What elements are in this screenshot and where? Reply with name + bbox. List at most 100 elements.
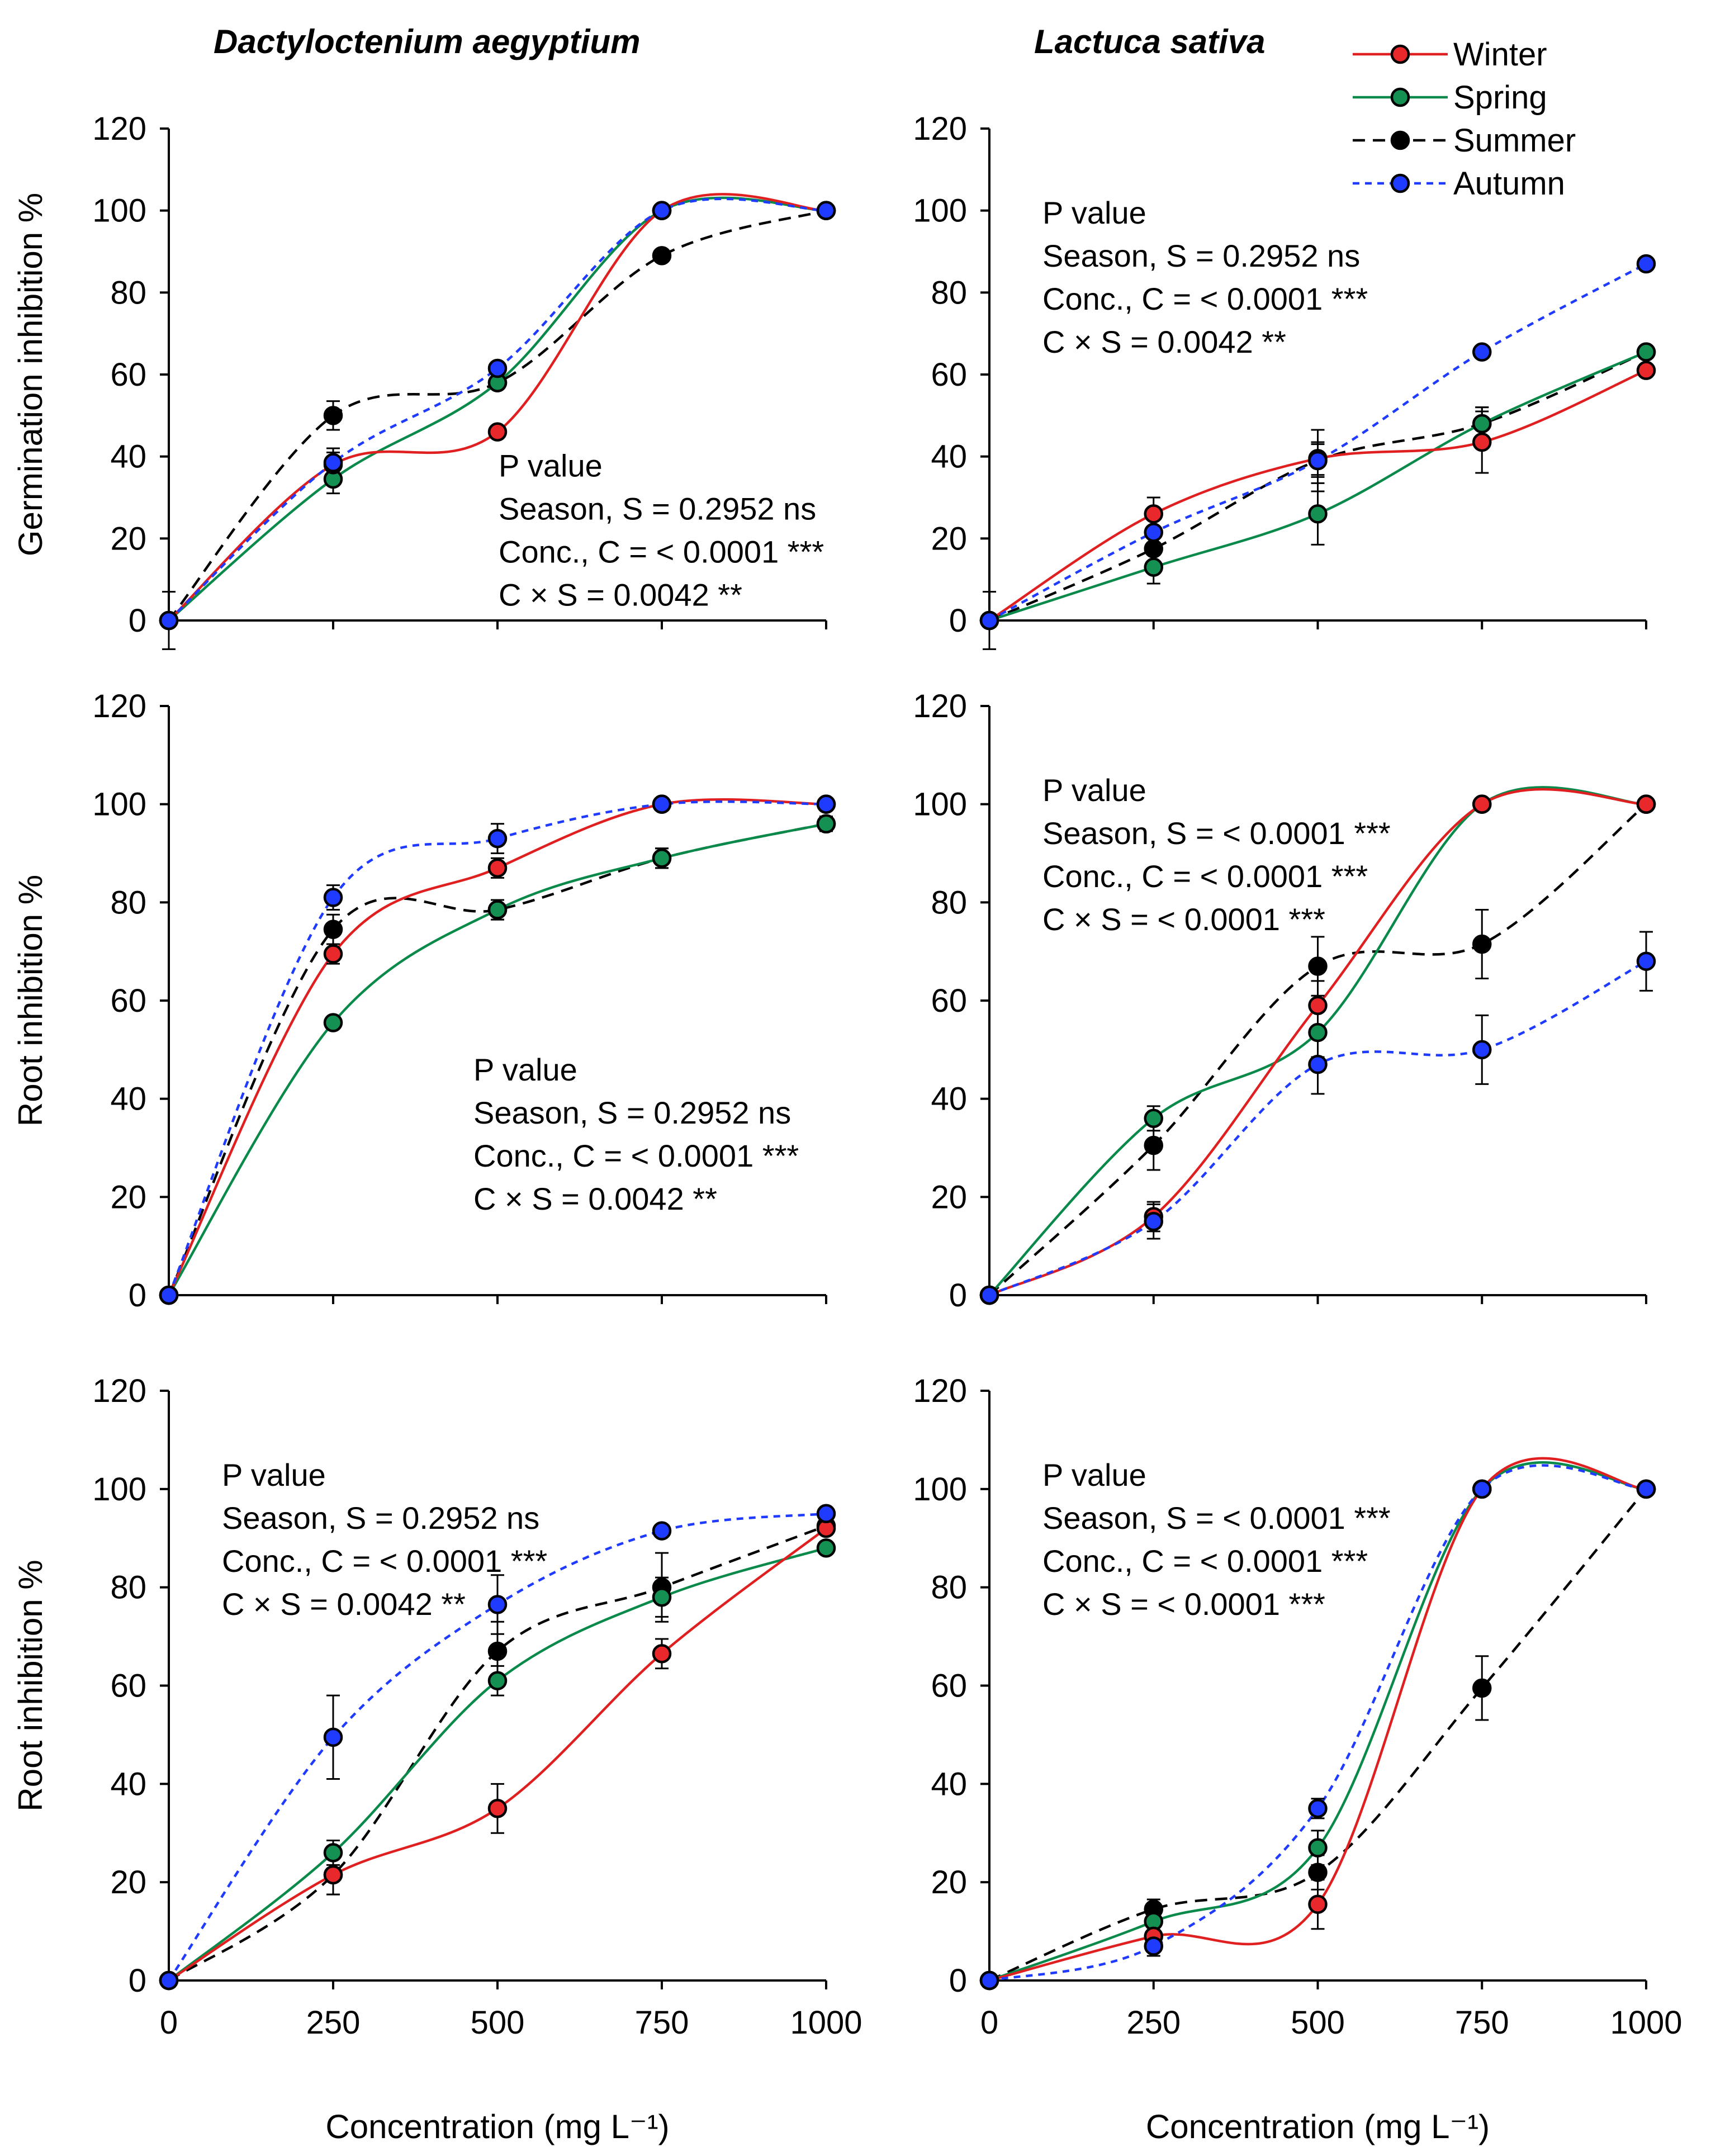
data-point-summer (323, 406, 343, 425)
data-point-spring (1308, 504, 1328, 524)
legend-label: Autumn (1453, 165, 1565, 202)
stats-heading: P value (1042, 1457, 1146, 1492)
data-point-summer (1308, 1863, 1328, 1882)
stats-line: C × S = 0.0042 ** (499, 577, 742, 613)
y-tick-label: 60 (931, 1668, 967, 1704)
data-point-autumn (1308, 1054, 1328, 1074)
y-tick-label: 40 (110, 1766, 146, 1802)
data-point-autumn (1472, 1479, 1492, 1499)
data-point-spring (487, 900, 508, 920)
y-tick-label: 40 (931, 1766, 967, 1802)
data-point-spring (1308, 1022, 1328, 1043)
stats-heading: P value (473, 1052, 577, 1087)
stats-line: Conc., C = < 0.0001 *** (1042, 1543, 1368, 1579)
data-point-winter (1636, 361, 1656, 380)
y-tick-label: 100 (913, 1471, 967, 1508)
data-point-spring (1472, 414, 1492, 434)
x-tick-label: 500 (1291, 2005, 1345, 2041)
stats-line: C × S = 0.0042 ** (222, 1586, 466, 1622)
stats-line: C × S = 0.0042 ** (1042, 324, 1286, 359)
y-tick-label: 20 (931, 1864, 967, 1901)
legend-label: Summer (1453, 122, 1576, 159)
x-axis-title: Concentration (mg L⁻¹) (1146, 2108, 1490, 2145)
data-point-autumn (652, 201, 672, 220)
series-line-summer (988, 803, 1647, 1296)
data-point-winter (487, 1799, 508, 1818)
data-point-spring (816, 1538, 836, 1558)
data-point-winter (1472, 794, 1492, 814)
y-tick-label: 20 (110, 520, 146, 557)
data-point-spring (652, 849, 672, 868)
data-point-summer (1144, 1135, 1163, 1155)
y-tick-label: 80 (110, 884, 146, 921)
data-point-autumn (159, 1285, 179, 1305)
stats-line: Season, S = < 0.0001 *** (1042, 816, 1391, 851)
series-line-spring (989, 1461, 1647, 1982)
stats-line: Conc., C = < 0.0001 *** (473, 1138, 799, 1173)
y-tick-label: 20 (931, 1179, 967, 1215)
x-tick-label: 750 (635, 2005, 689, 2041)
data-point-autumn (487, 1595, 508, 1614)
series-line-spring (168, 1547, 827, 1982)
legend-label: Winter (1453, 36, 1547, 73)
y-tick-label: 120 (92, 688, 146, 724)
y-tick-label: 0 (129, 1963, 146, 1999)
series-line-autumn (988, 263, 1647, 622)
data-point-spring (487, 1671, 508, 1690)
data-point-autumn (323, 888, 343, 907)
stats-line: Conc., C = < 0.0001 *** (1042, 281, 1368, 316)
data-point-autumn (979, 1970, 999, 1991)
y-tick-label: 20 (110, 1179, 146, 1215)
y-tick-label: 60 (110, 983, 146, 1019)
data-point-winter (1472, 432, 1492, 452)
y-tick-label: 120 (913, 1373, 967, 1409)
legend-marker-autumn (1390, 173, 1410, 193)
y-tick-label: 100 (92, 786, 146, 823)
y-tick-label: 60 (931, 983, 967, 1019)
data-point-winter (323, 1865, 343, 1885)
legend: Winter Spring Summer Autumn (1353, 36, 1576, 202)
panel-3: 0 20 40 60 80 100 120 Root inhibition % P value S… (12, 688, 836, 1314)
y-tick-label: 60 (931, 357, 967, 393)
series-line-summer (989, 1488, 1647, 1982)
data-point-spring (323, 1843, 343, 1863)
data-point-autumn (159, 610, 179, 631)
y-tick-label: 100 (92, 193, 146, 229)
x-tick-label: 1000 (790, 2005, 862, 2041)
legend-marker-spring (1390, 87, 1410, 107)
y-tick-label: 0 (949, 1277, 967, 1314)
data-point-spring (1636, 342, 1656, 362)
series-line-spring (168, 822, 827, 1296)
stats-line: C × S = 0.0042 ** (473, 1181, 717, 1216)
y-tick-label: 40 (931, 1081, 967, 1117)
data-point-winter (487, 422, 508, 442)
data-point-spring (1308, 1838, 1328, 1858)
y-tick-label: 80 (931, 1570, 967, 1606)
y-tick-label: 40 (110, 1081, 146, 1117)
data-point-autumn (159, 1970, 179, 1991)
stats-heading: P value (1042, 773, 1146, 808)
data-point-summer (1308, 956, 1328, 976)
y-tick-label: 40 (110, 439, 146, 475)
data-point-spring (1144, 557, 1163, 577)
legend-marker-winter (1390, 44, 1410, 64)
series-line-autumn (167, 800, 827, 1296)
y-tick-label: 20 (931, 520, 967, 557)
series-line-autumn (989, 1464, 1647, 1982)
x-tick-label: 250 (1126, 2005, 1181, 2041)
panel-6: 0 20 40 60 80 100 120 0 250 500 750 1000 Concentrati… (913, 1373, 1682, 2145)
x-tick-label: 1000 (1610, 2005, 1682, 2041)
series-line-winter (989, 1457, 1647, 1982)
data-point-autumn (652, 794, 672, 814)
x-axis-title: Concentration (mg L⁻¹) (325, 2108, 669, 2145)
data-point-autumn (979, 610, 999, 631)
y-axis-title: Root inhibition % (12, 875, 49, 1126)
stats-line: Season, S = < 0.0001 *** (1042, 1500, 1391, 1536)
y-tick-label: 0 (949, 1963, 967, 1999)
data-point-winter (652, 1644, 672, 1664)
y-tick-label: 120 (92, 111, 146, 147)
stats-line: Season, S = 0.2952 ns (473, 1095, 791, 1130)
data-point-autumn (816, 201, 836, 220)
stats-heading: P value (1042, 195, 1146, 230)
